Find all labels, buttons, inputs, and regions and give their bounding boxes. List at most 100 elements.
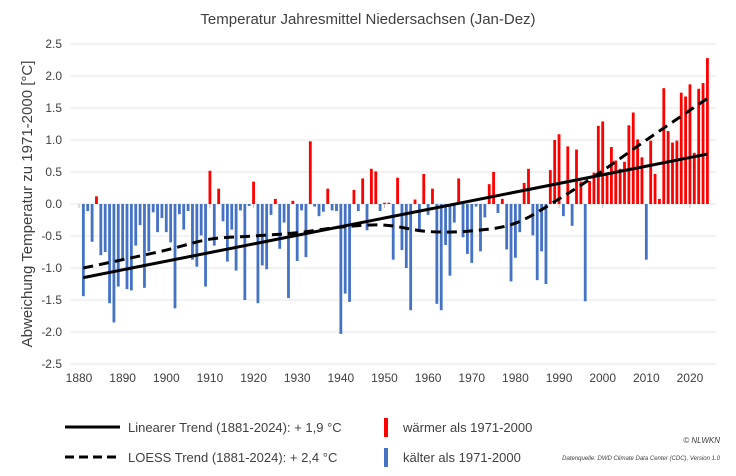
bar-1983 <box>527 168 530 204</box>
x-tick-label: 1900 <box>153 371 180 385</box>
bar-1928 <box>287 204 290 299</box>
bar-1919 <box>247 204 251 206</box>
bar-1994 <box>575 149 578 204</box>
data-source: Datenquelle: DWD Climate Data Center (CD… <box>562 456 720 462</box>
bar-1976 <box>496 204 500 213</box>
bar-1966 <box>452 204 456 223</box>
bar-1882 <box>86 204 90 212</box>
x-tick-labels: 1880 1890 1900 1910 1920 1930 1940 1950 1960 1970… <box>66 371 704 385</box>
bar-1963 <box>439 204 443 311</box>
bar-2012 <box>653 173 657 204</box>
x-tick-label: 1920 <box>240 371 267 385</box>
bar-1998 <box>592 172 596 204</box>
bar-2022 <box>697 88 701 204</box>
bar-1958 <box>417 204 421 230</box>
bar-1896 <box>147 204 151 252</box>
bar-1981 <box>518 204 522 233</box>
x-tick-label: 1880 <box>66 371 93 385</box>
bar-1939 <box>335 204 338 212</box>
bar-1974 <box>487 184 491 204</box>
bar-1900 <box>164 204 168 233</box>
bar-2017 <box>675 140 679 204</box>
y-tick-label: -2.0 <box>41 325 62 339</box>
bar-1999 <box>596 125 600 204</box>
bar-1904 <box>182 204 186 230</box>
bar-1891 <box>125 204 129 290</box>
legend-cold-swatch <box>384 448 388 467</box>
bar-2002 <box>610 147 613 204</box>
bar-2024 <box>706 58 709 204</box>
bar-1899 <box>160 204 164 219</box>
bar-1887 <box>108 204 111 304</box>
x-tick-label: 1950 <box>371 371 398 385</box>
bar-2020 <box>688 84 692 204</box>
bar-1920 <box>252 181 255 204</box>
x-tick-label: 1960 <box>415 371 442 385</box>
bar-1886 <box>103 204 107 252</box>
bar-2013 <box>658 198 661 204</box>
bar-1913 <box>221 204 225 222</box>
bar-1979 <box>509 204 513 282</box>
bar-1978 <box>505 204 509 250</box>
bar-1917 <box>239 204 242 211</box>
bar-1921 <box>256 204 260 304</box>
bar-1893 <box>134 204 138 246</box>
bar-1918 <box>243 204 247 300</box>
bar-2021 <box>692 152 696 204</box>
x-tick-label: 1970 <box>458 371 485 385</box>
bar-1944 <box>356 204 360 212</box>
bar-1923 <box>265 204 269 270</box>
bar-1984 <box>531 204 535 236</box>
bar-2006 <box>627 125 631 204</box>
chart-title: Temperatur Jahresmittel Niedersachsen (J… <box>200 11 535 28</box>
bar-1964 <box>444 204 447 245</box>
bar-1975 <box>492 172 495 204</box>
bar-2019 <box>684 96 687 204</box>
bar-1943 <box>352 189 356 204</box>
bar-2016 <box>671 142 674 204</box>
bar-1946 <box>365 204 369 231</box>
bar-1971 <box>474 204 478 207</box>
bar-1970 <box>470 204 474 263</box>
bar-1926 <box>278 204 282 249</box>
legend-warm-label: wärmer als 1971-2000 <box>402 420 532 435</box>
bar-1935 <box>317 204 321 217</box>
bar-1898 <box>156 204 159 233</box>
x-tick-label: 1930 <box>284 371 311 385</box>
bar-1889 <box>116 204 120 287</box>
copyright: © NLWKN <box>683 436 720 445</box>
bar-1906 <box>191 204 194 260</box>
bar-1991 <box>562 204 565 217</box>
bar-1953 <box>396 177 399 204</box>
bar-1997 <box>588 180 591 204</box>
bar-2023 <box>701 83 705 204</box>
bar-1942 <box>348 204 351 302</box>
bar-1968 <box>461 204 465 238</box>
bar-1952 <box>391 204 395 260</box>
bar-1980 <box>514 204 517 258</box>
legend: Linearer Trend (1881-2024): + 1,9 °C LOE… <box>65 418 532 467</box>
y-tick-label: -2.5 <box>41 357 62 371</box>
bar-1892 <box>129 204 133 291</box>
bar-1989 <box>553 140 557 204</box>
bar-1890 <box>121 204 125 260</box>
y-tick-label: 2.0 <box>45 69 62 83</box>
bar-1933 <box>308 141 312 204</box>
bar-1941 <box>343 204 347 294</box>
bar-2003 <box>614 160 618 204</box>
y-tick-label: -1.5 <box>41 293 62 307</box>
bar-1986 <box>540 204 543 252</box>
bar-1996 <box>583 204 587 302</box>
bar-1962 <box>435 204 439 304</box>
bar-1951 <box>387 202 391 204</box>
bar-1902 <box>173 204 177 309</box>
x-tick-label: 2010 <box>633 371 660 385</box>
legend-linear-label: Linearer Trend (1881-2024): + 1,9 °C <box>128 420 342 435</box>
bar-1965 <box>448 204 452 276</box>
bar-1931 <box>300 204 303 211</box>
bar-1940 <box>339 204 343 334</box>
bar-1907 <box>195 204 199 267</box>
bar-1950 <box>383 202 386 204</box>
linear-trend-line <box>83 152 708 280</box>
y-tick-label: -0.5 <box>41 229 62 243</box>
